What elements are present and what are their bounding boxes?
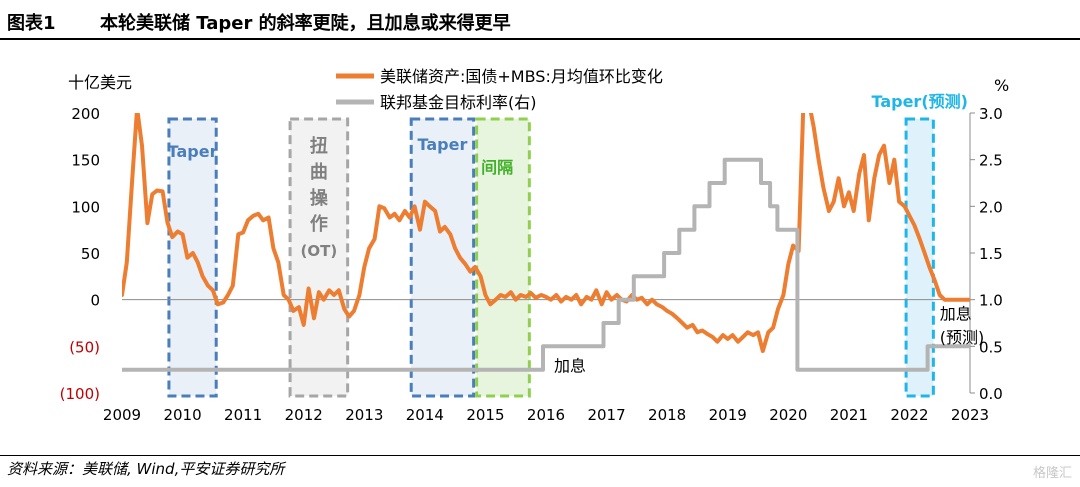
x-tick-2009: 2009 [103,406,141,424]
shade-label-2-char-1: 扭 [310,135,328,157]
legend-label-1: 美联储资产:国债+MBS:月均值环比变化 [380,67,663,86]
right-tick-2.5: 2.5 [979,152,1003,170]
source-note: 资料来源：美联储, Wind,平安证券研究所 [7,460,285,478]
shaded-period-4 [475,117,531,398]
watermark: 格隆汇 [1032,466,1072,481]
shaded-period-2 [288,117,350,398]
right-tick-0.0: 0.0 [979,385,1003,403]
annotation-3: (预测) [940,328,985,347]
x-tick-2021: 2021 [830,406,868,424]
right-tick-1.0: 1.0 [979,292,1003,310]
x-tick-2012: 2012 [285,406,323,424]
shaded-period-3 [409,117,476,398]
title-rule [0,38,1080,40]
shade-label-3: Taper [418,135,468,154]
left-tick-(100): (100) [60,385,100,403]
footer-rule [0,455,1080,456]
right-tick-1.5: 1.5 [979,245,1003,263]
x-tick-2015: 2015 [466,406,504,424]
series-line-fed-assets [122,113,970,353]
x-tick-2013: 2013 [345,406,383,424]
fed-balance-sheet-chart: 十亿美元 % 200 150 100 50 0 (50) (100) 3.0 2.5 2.0 1.5… [60,67,1010,424]
left-axis-unit: 十亿美元 [68,73,132,92]
x-tick-2018: 2018 [648,406,686,424]
figure-title: 本轮美联储 Taper 的斜率更陡，且加息或来得更早 [100,13,511,34]
shade-label-2-char-5: (OT) [301,242,338,260]
x-tick-2014: 2014 [406,406,444,424]
shade-label-5: Taper(预测) [871,92,967,111]
right-tick-0.5: 0.5 [979,338,1003,356]
shade-label-4: 间隔 [481,158,513,177]
x-tick-2011: 2011 [224,406,262,424]
figure-header: 图表1 本轮美联储 Taper 的斜率更陡，且加息或来得更早 [0,0,1080,40]
left-tick-100: 100 [71,198,100,216]
x-tick-2010: 2010 [163,406,201,424]
shaded-period-1 [167,117,218,398]
x-tick-2017: 2017 [587,406,625,424]
x-tick-2023: 2023 [951,406,989,424]
left-tick-150: 150 [71,152,100,170]
series-line-fed-funds-rate [122,157,970,372]
right-axis-unit: % [994,76,1009,95]
shade-label-2-char-3: 操 [310,187,329,209]
series-lines [122,113,970,372]
x-tick-2020: 2020 [769,406,807,424]
x-tick-2016: 2016 [527,406,565,424]
shaded-periods [167,117,935,398]
annotation-1: 加息 [554,357,586,376]
shade-label-2-char-4: 作 [310,213,328,235]
x-tick-2019: 2019 [709,406,747,424]
left-tick-(50): (50) [69,338,100,356]
figure-label: 图表1 [7,13,56,34]
annotation-2: 加息 [940,305,972,324]
shade-label-2-char-2: 曲 [310,162,328,183]
left-tick-0: 0 [90,292,100,310]
axes: 十亿美元 % 200 150 100 50 0 (50) (100) 3.0 2.5 2.0 1.5… [60,73,1010,424]
right-tick-2.0: 2.0 [979,198,1003,216]
left-tick-50: 50 [81,245,100,263]
shade-label-1: Taper [168,142,218,161]
left-tick-200: 200 [71,105,100,123]
right-tick-3.0: 3.0 [979,105,1003,123]
legend-label-2: 联邦基金目标利率(右) [380,93,537,112]
x-tick-2022: 2022 [890,406,928,424]
